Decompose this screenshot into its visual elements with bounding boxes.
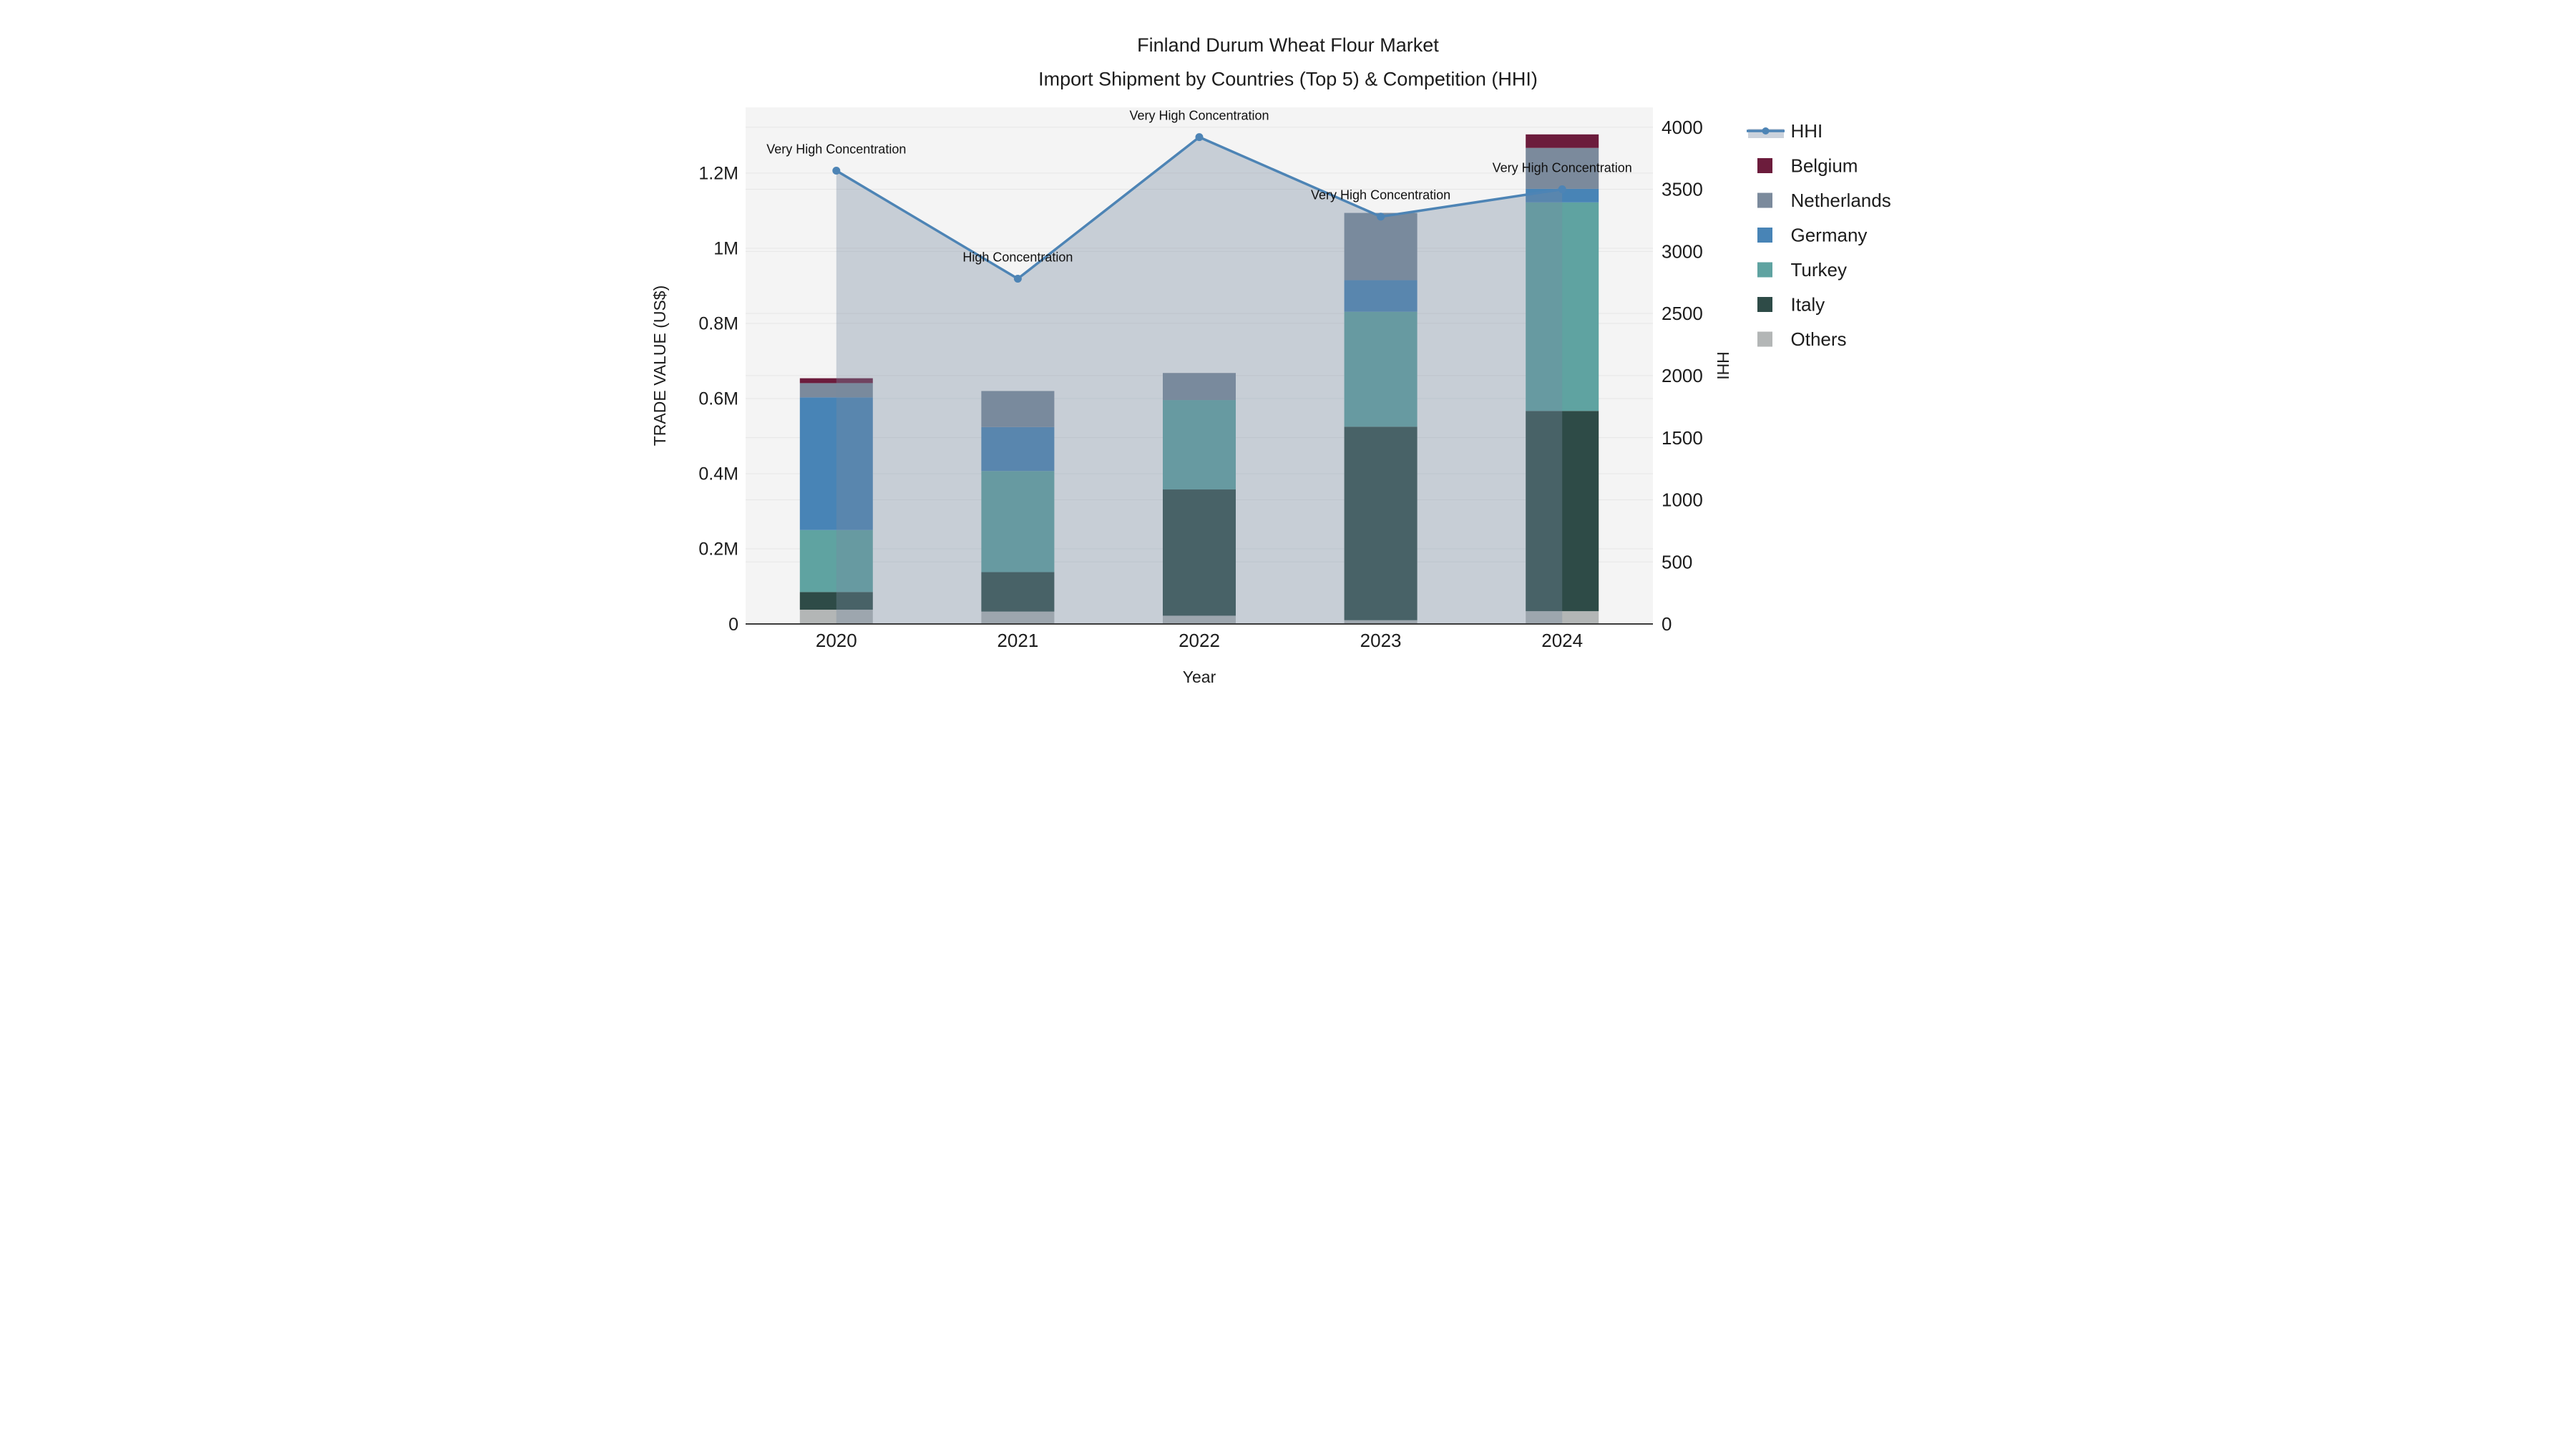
bar-segment-belgium-2020 (799, 378, 873, 384)
legend-item-turkey[interactable]: Turkey (1757, 259, 1847, 280)
annotation-2022: Very High Concentration (1129, 109, 1269, 123)
bar-segment-netherlands-2022 (1163, 373, 1236, 401)
legend-label: HHI (1791, 120, 1823, 142)
legend-swatch-others (1757, 331, 1772, 347)
legend-label: Others (1791, 328, 1847, 350)
legend-item-belgium[interactable]: Belgium (1757, 155, 1858, 177)
y-left-tick-label: 0.2M (698, 540, 738, 560)
x-tick-label-2021: 2021 (997, 630, 1038, 651)
chart-canvas: Very High Concentration High Concentratio… (644, 0, 1932, 725)
bar-segment-others-2023 (1344, 620, 1418, 624)
hhi-area-fill (836, 137, 1563, 625)
y-left-tick-label: 0.6M (698, 389, 738, 409)
bar-segment-others-2020 (799, 610, 873, 624)
chart-title-line-1: Finland Durum Wheat Flour Market (1137, 34, 1439, 56)
y-right-tick-label: 3000 (1662, 240, 1703, 262)
bar-segment-netherlands-2024 (1526, 147, 1599, 189)
y-left-tick-label: 0 (728, 615, 738, 635)
legend-item-hhi[interactable]: HHI (1747, 120, 1823, 142)
y-right-tick-label: 2500 (1662, 303, 1703, 324)
annotation-2023: Very High Concentration (1311, 188, 1450, 203)
legend-label: Belgium (1791, 155, 1858, 177)
bar-segment-italy-2022 (1163, 489, 1236, 616)
bar-segment-germany-2021 (981, 426, 1055, 472)
bar-segment-belgium-2024 (1526, 134, 1599, 148)
chart-title-line-2: Import Shipment by Countries (Top 5) & C… (1038, 69, 1538, 90)
legend: HHI Belgium Netherlands Germany Turkey Italy O… (1747, 120, 1891, 350)
x-axis-title: Year (1183, 668, 1216, 686)
bar-segment-turkey-2023 (1344, 311, 1418, 427)
bar-segment-others-2022 (1163, 615, 1236, 624)
y-right-tick-label: 0 (1662, 613, 1672, 635)
legend-label: Netherlands (1791, 190, 1891, 211)
annotation-2024: Very High Concentration (1493, 161, 1632, 175)
hhi-marker-2020 (832, 167, 841, 175)
bar-segment-germany-2023 (1344, 280, 1418, 312)
legend-swatch-belgium (1757, 158, 1772, 173)
bar-segment-italy-2020 (799, 592, 873, 610)
x-tick-label-2023: 2023 (1360, 630, 1402, 651)
bar-segment-italy-2021 (981, 572, 1055, 612)
y-right-tick-label: 3500 (1662, 179, 1703, 200)
bar-segment-turkey-2022 (1163, 400, 1236, 490)
annotation-2020: Very High Concentration (766, 142, 906, 157)
x-tick-label-2024: 2024 (1541, 630, 1583, 651)
bar-segment-turkey-2021 (981, 471, 1055, 572)
y-left-tick-label: 0.4M (698, 464, 738, 484)
y-left-tick-label: 1.2M (698, 164, 738, 184)
hhi-marker-2024 (1558, 185, 1566, 194)
bar-segment-others-2021 (981, 611, 1055, 624)
hhi-marker-2021 (1013, 275, 1022, 283)
bar-segment-netherlands-2021 (981, 391, 1055, 427)
y-left-axis-title: TRADE VALUE (US$) (650, 286, 669, 447)
y-left-tick-label: 0.8M (698, 314, 738, 334)
bar-stacks (799, 134, 1599, 624)
legend-item-italy[interactable]: Italy (1757, 294, 1825, 316)
bar-segment-netherlands-2023 (1344, 213, 1418, 280)
hhi-import-chart-figure: Very High Concentration High Concentratio… (644, 0, 1932, 725)
x-tick-label-2020: 2020 (816, 630, 857, 651)
legend-hhi-marker-icon (1762, 127, 1770, 135)
legend-swatch-italy (1757, 297, 1772, 312)
bar-segment-italy-2023 (1344, 426, 1418, 620)
bar-segment-turkey-2024 (1526, 202, 1599, 411)
legend-item-netherlands[interactable]: Netherlands (1757, 190, 1891, 211)
bar-segment-germany-2020 (799, 397, 873, 530)
legend-label: Turkey (1791, 259, 1848, 280)
legend-swatch-turkey (1757, 262, 1772, 278)
x-tick-label-2022: 2022 (1179, 630, 1220, 651)
legend-swatch-netherlands (1757, 192, 1772, 208)
y-right-tick-label: 1000 (1662, 489, 1703, 511)
annotation-2021: High Concentration (962, 250, 1073, 265)
legend-item-others[interactable]: Others (1757, 328, 1847, 350)
y-right-tick-label: 4000 (1662, 117, 1703, 138)
bar-segment-italy-2024 (1526, 411, 1599, 612)
legend-label: Italy (1791, 294, 1825, 316)
y-right-axis-title: HHI (1714, 351, 1732, 380)
bar-segment-netherlands-2020 (799, 383, 873, 398)
legend-label: Germany (1791, 225, 1868, 246)
legend-item-germany[interactable]: Germany (1757, 225, 1867, 246)
hhi-marker-2022 (1195, 133, 1204, 142)
y-left-tick-label: 1M (713, 239, 738, 259)
legend-swatch-germany (1757, 228, 1772, 243)
y-right-tick-label: 2000 (1662, 365, 1703, 386)
y-right-tick-label: 500 (1662, 551, 1692, 572)
bar-segment-turkey-2020 (799, 530, 873, 592)
hhi-marker-2023 (1377, 213, 1385, 221)
y-right-tick-label: 1500 (1662, 427, 1703, 449)
bar-segment-others-2024 (1526, 611, 1599, 624)
